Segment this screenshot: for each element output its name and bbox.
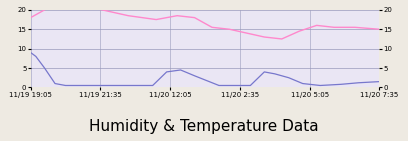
Text: Humidity & Temperature Data: Humidity & Temperature Data	[89, 119, 319, 134]
